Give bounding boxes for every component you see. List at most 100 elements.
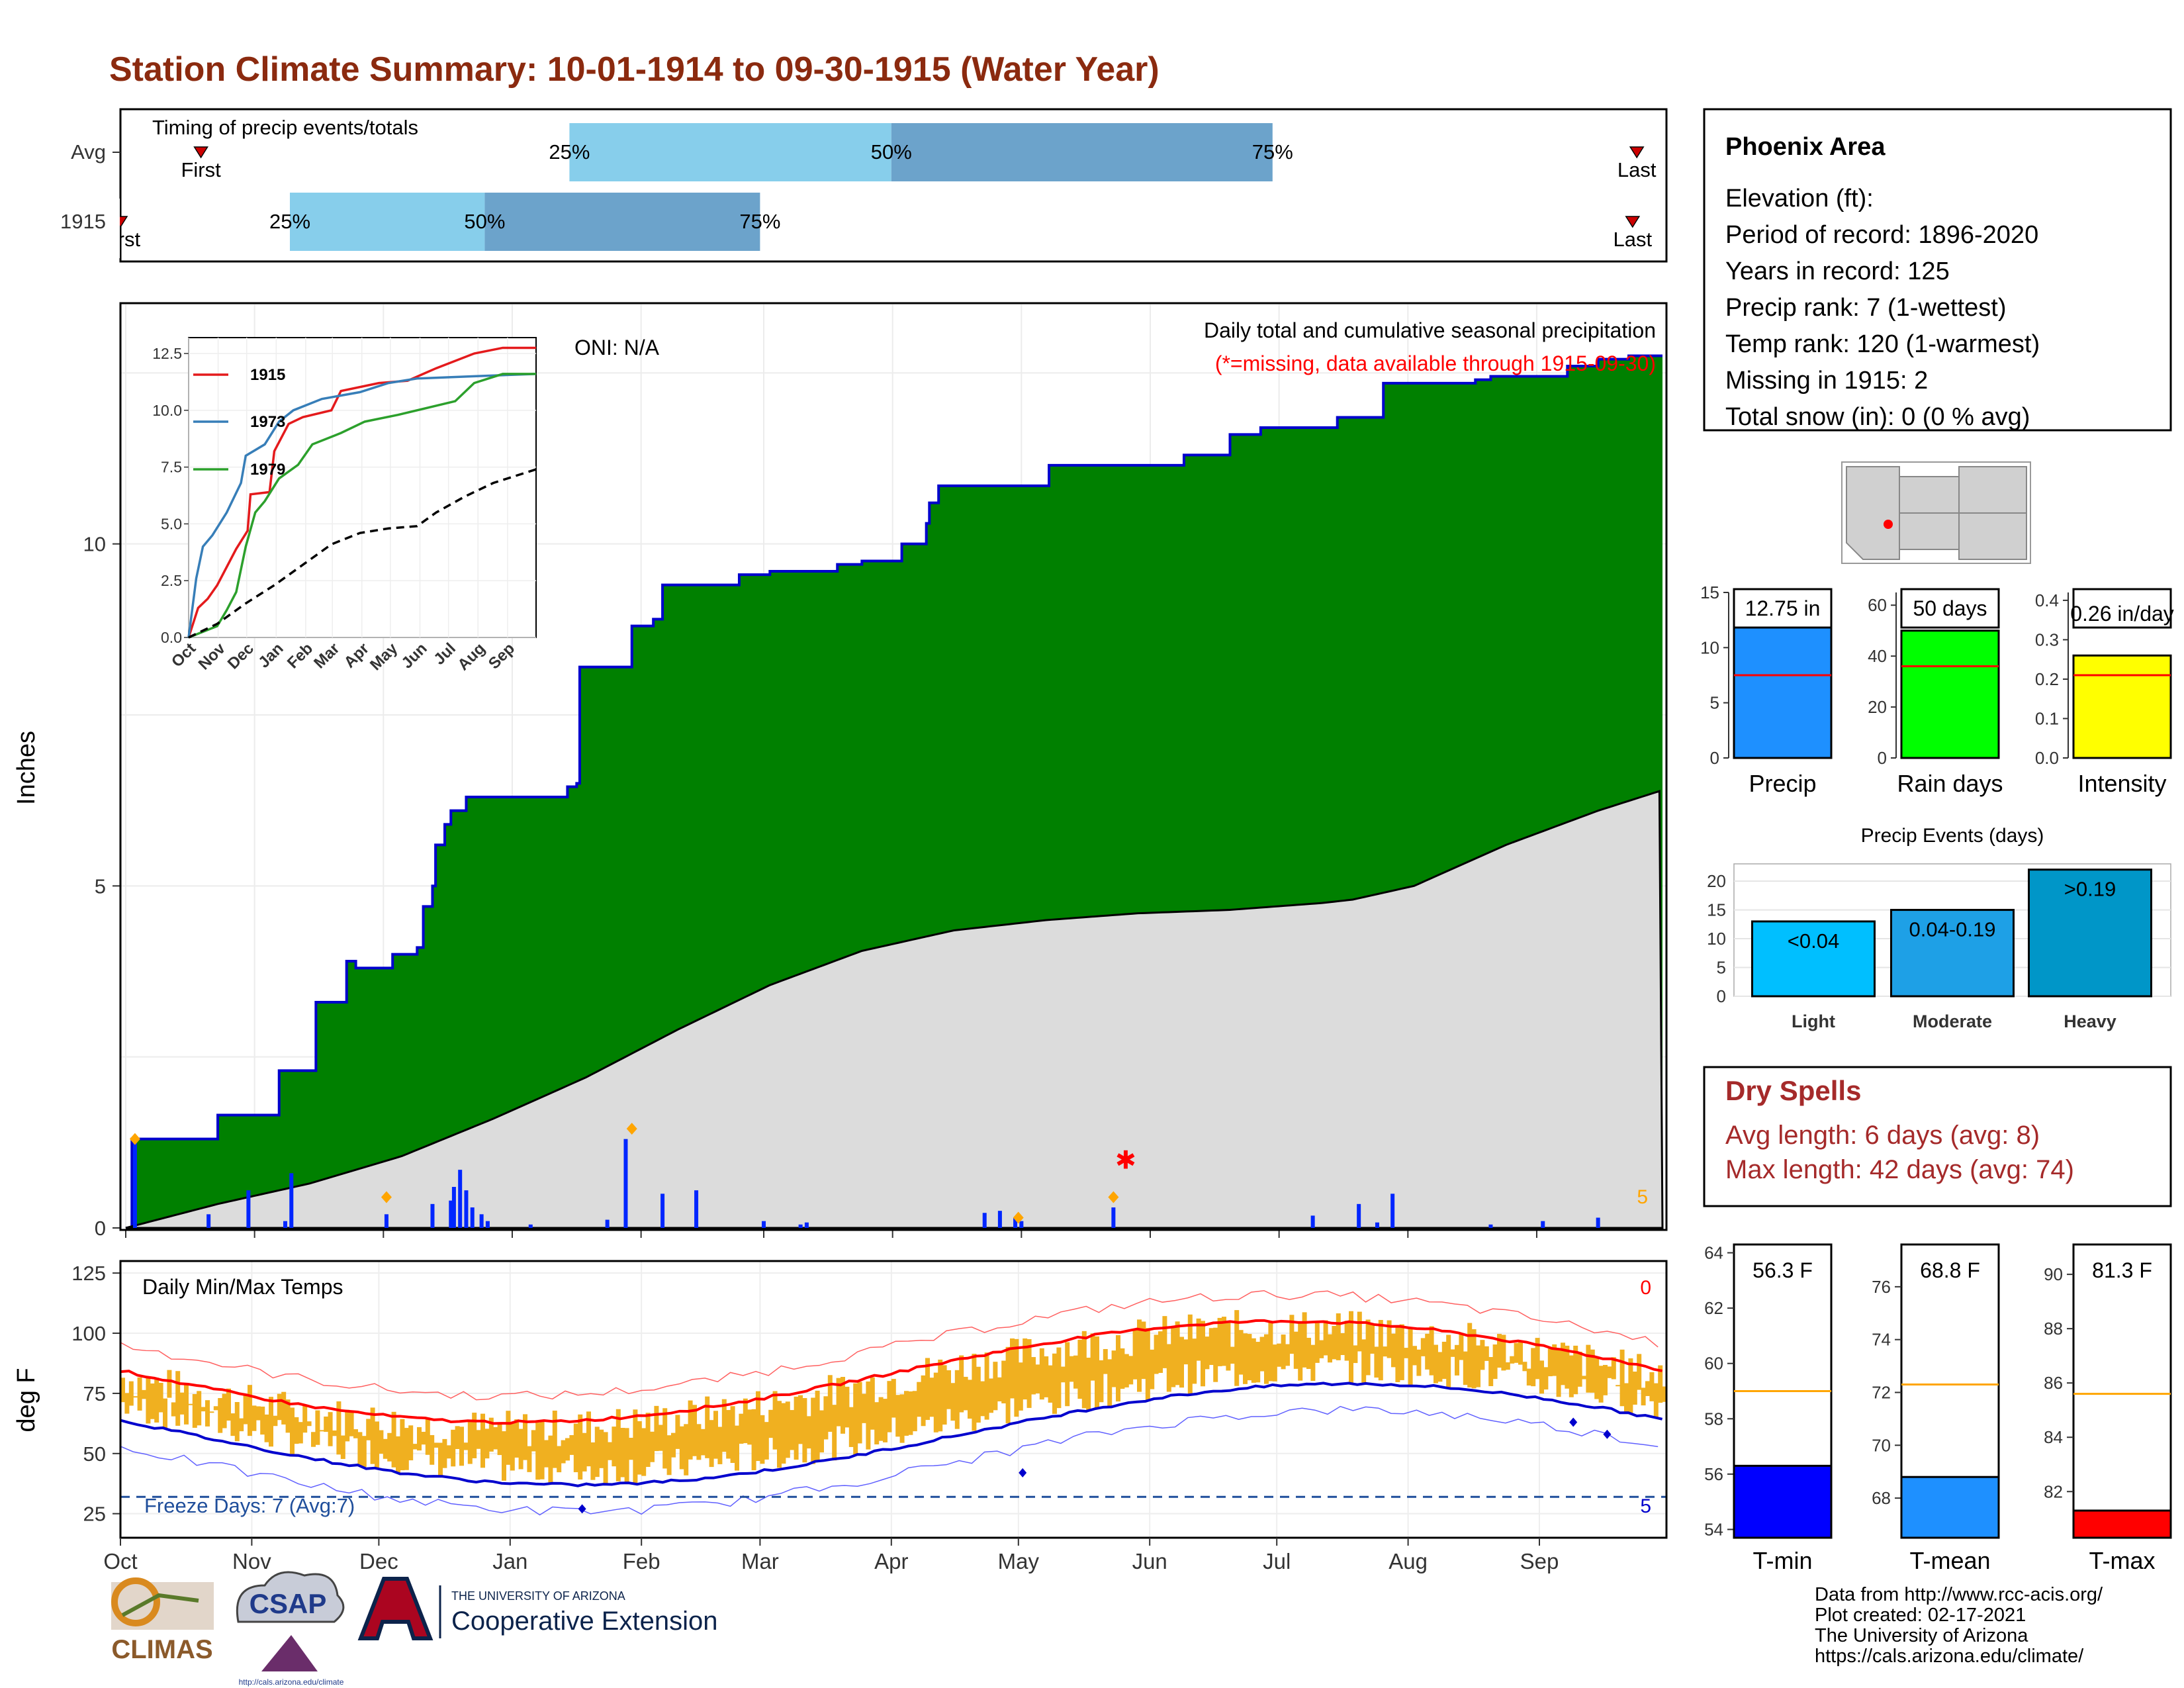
mini-bar-name: Intensity (2077, 770, 2166, 797)
daily-temp-range-bar (777, 1401, 782, 1468)
daily-temp-range-bar (370, 1407, 375, 1464)
daily-temp-range-bar (1391, 1333, 1396, 1368)
daily-temp-range-bar (306, 1421, 312, 1427)
daily-temp-range-bar (857, 1382, 862, 1444)
last-event-marker (1625, 216, 1641, 228)
daily-precip-bar (660, 1194, 665, 1228)
daily-temp-range-bar (1615, 1385, 1621, 1387)
temp-bar-ytick-label: 56 (1704, 1464, 1723, 1484)
events-category-label: Heavy (2064, 1011, 2116, 1031)
mini-bar-ytick-label: 40 (1868, 646, 1887, 666)
temp-bar-fill (1733, 1464, 1833, 1539)
daily-temp-range-bar (544, 1440, 549, 1468)
daily-temp-range-bar (1543, 1367, 1549, 1390)
temps-ytick-label: 100 (71, 1322, 106, 1345)
info-line: Temp rank: 120 (1-warmest) (1725, 330, 2040, 358)
daily-temp-range-bar (539, 1421, 545, 1479)
daily-temp-range-bar (1166, 1344, 1171, 1392)
daily-precip-bar (1013, 1217, 1018, 1228)
daily-temp-range-bar (1370, 1324, 1375, 1354)
daily-temp-range-bar (1116, 1335, 1120, 1402)
oni-label: ONI: N/A (574, 336, 660, 359)
temp-bar-ytick-label: 54 (1704, 1519, 1723, 1539)
daily-temp-range-bar (557, 1446, 562, 1473)
events-bar-label: >0.19 (2064, 878, 2116, 901)
daily-temp-range-bar (408, 1425, 414, 1461)
daily-temp-range-bar (942, 1365, 947, 1425)
events-bar-label: 0.04-0.19 (1909, 918, 1996, 941)
temps-ylabel: deg F (13, 1368, 40, 1432)
credits: Data from http://www.rcc-acis.org/Plot c… (1815, 1584, 2103, 1667)
events-ytick-label: 10 (1707, 929, 1726, 949)
daily-temp-range-bar (269, 1397, 273, 1447)
dry-spells-box: Dry Spells Avg length: 6 days (avg: 8) M… (1703, 1066, 2172, 1207)
temp-bar-ytick-label: 74 (1872, 1330, 1891, 1350)
daily-temp-range-bar (730, 1406, 735, 1463)
inset-legend-label: 1973 (250, 413, 285, 431)
q50-label: 50% (871, 140, 912, 164)
month-label: Oct (103, 1549, 137, 1573)
daily-temp-range-bar (980, 1381, 985, 1417)
daily-temp-range-bar (760, 1415, 765, 1464)
daily-temp-range-bar (387, 1432, 392, 1462)
events-bar-label: <0.04 (1788, 929, 1839, 953)
daily-temp-range-bar (243, 1394, 248, 1425)
daily-temp-range-bar (1208, 1328, 1214, 1365)
daily-temp-range-bar (590, 1442, 596, 1480)
daily-temp-range-bar (264, 1414, 269, 1442)
temp-bar-ytick-label: 84 (2044, 1427, 2063, 1447)
daily-temp-range-bar (142, 1389, 146, 1399)
daily-temp-range-bar (1150, 1349, 1155, 1389)
daily-temp-range-bar (968, 1380, 972, 1419)
daily-temp-range-bar (1459, 1334, 1464, 1360)
daily-temp-range-bar (175, 1371, 181, 1426)
temps-ytick-label: 125 (71, 1262, 106, 1285)
daily-temp-range-bar (472, 1413, 477, 1458)
daily-temp-range-bar (319, 1430, 324, 1432)
daily-temp-range-bar (506, 1411, 511, 1465)
daily-temp-range-bar (1471, 1329, 1477, 1389)
daily-temp-range-bar (1277, 1343, 1282, 1367)
daily-temp-range-bar (1441, 1341, 1447, 1380)
daily-temp-range-bar (615, 1409, 621, 1481)
inset-series-line (188, 468, 537, 639)
daily-temp-range-bar (1217, 1317, 1222, 1366)
daily-temp-range-bar (1488, 1356, 1494, 1386)
daily-temp-range-bar (832, 1405, 837, 1461)
daily-temp-range-bar (446, 1445, 451, 1459)
daily-temp-range-bar (815, 1390, 820, 1460)
daily-temp-range-bar (294, 1417, 299, 1444)
daily-temp-range-bar (1023, 1338, 1028, 1400)
daily-temp-range-bar (654, 1405, 659, 1452)
daily-temp-range-bar (1522, 1362, 1527, 1372)
events-ytick-label: 20 (1707, 871, 1726, 891)
daily-temp-range-bar (823, 1396, 829, 1440)
daily-temp-range-bar (700, 1429, 705, 1456)
extreme-event-marker (129, 1133, 140, 1145)
extreme-temp-marker (1603, 1429, 1612, 1439)
daily-temp-range-bar (1480, 1340, 1485, 1370)
daily-temp-range-bar (239, 1418, 244, 1432)
daily-temp-range-bar (188, 1403, 193, 1405)
temp-bar-name: T-mean (1909, 1547, 1990, 1574)
daily-temp-range-bar (933, 1372, 938, 1432)
inset-ytick-label: 5.0 (161, 515, 182, 532)
daily-temp-range-bar (1649, 1372, 1655, 1401)
daily-temp-range-bar (883, 1399, 887, 1442)
daily-temp-range-bar (705, 1396, 710, 1458)
credit-line: Data from http://www.rcc-acis.org/ (1815, 1584, 2103, 1605)
daily-temp-range-bar (1582, 1376, 1586, 1380)
daily-temp-range-bar (531, 1430, 536, 1452)
inset-ytick-label: 10.0 (152, 402, 182, 419)
daily-temp-range-bar (1222, 1317, 1226, 1366)
daily-temp-range-bar (599, 1429, 604, 1468)
daily-temp-range-bar (315, 1410, 320, 1445)
daily-temp-range-bar (1624, 1383, 1629, 1413)
daily-temp-range-bar (154, 1378, 159, 1423)
daily-temp-range-bar (751, 1409, 756, 1471)
precip-ytick-label: 5 (95, 874, 106, 898)
precip-ylabel: Inches (13, 731, 40, 805)
daily-temp-range-bar (1196, 1318, 1201, 1361)
daily-temp-range-bar (1573, 1345, 1578, 1395)
daily-temp-range-bar (768, 1409, 774, 1438)
